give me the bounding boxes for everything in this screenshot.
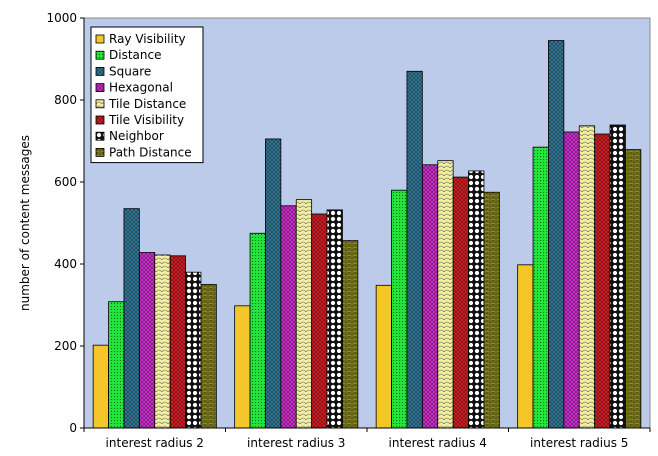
bars-group: [92, 40, 642, 429]
legend-swatch: [95, 34, 105, 44]
bar-hexagonal-4: [563, 131, 580, 429]
bar-square-4: [548, 40, 565, 429]
bar-tile-visibility-1: [169, 255, 186, 429]
bar-square-1: [123, 208, 140, 429]
bar-distance-2: [249, 232, 266, 429]
bar-tile-visibility-4: [594, 133, 611, 429]
bar-hexagonal-2: [280, 205, 297, 429]
legend-box: [90, 26, 204, 164]
legend-label: Tile Visibility: [108, 113, 184, 127]
legend-label: Distance: [109, 48, 161, 62]
bar-tile-distance-3: [437, 160, 454, 429]
bar-tile-visibility-3: [452, 176, 469, 429]
bar-ray-visibility-3: [375, 284, 392, 429]
bar-tile-distance-2: [295, 199, 313, 429]
bar-distance-4: [532, 146, 549, 429]
legend-swatch: [95, 50, 105, 60]
y-axis-title: number of content messages: [18, 135, 32, 311]
bar-ray-visibility-2: [234, 305, 251, 429]
bar-square-2: [265, 138, 282, 429]
bar-path-distance-4: [625, 149, 642, 429]
bar-tile-distance-4: [578, 125, 596, 429]
y-tick-label: 800: [54, 93, 77, 107]
legend-label: Ray Visibility: [109, 32, 186, 46]
y-tick-label: 1000: [46, 11, 77, 25]
bar-ray-visibility-4: [517, 264, 534, 429]
y-tick-label: 200: [54, 339, 77, 353]
y-tick-label: 400: [54, 257, 77, 271]
bar-distance-3: [391, 189, 408, 429]
legend: Ray Visibility Distance Square Hexagonal Til…: [90, 26, 204, 164]
bar-ray-visibility-1: [92, 344, 109, 429]
y-tick-label: 600: [54, 175, 77, 189]
legend-label: Tile Distance: [108, 97, 186, 111]
legend-swatch: [95, 67, 105, 76]
bar-path-distance-1: [200, 284, 217, 429]
x-axis: interest radius 2 interest radius 3 intere…: [83, 427, 651, 450]
bar-tile-distance-1: [154, 254, 171, 429]
bar-square-3: [406, 70, 423, 429]
x-tick-label: interest radius 4: [389, 436, 487, 450]
bar-distance-1: [108, 301, 125, 429]
legend-label: Neighbor: [109, 129, 164, 143]
x-tick-label: interest radius 5: [530, 436, 628, 450]
bar-neighbor-3: [468, 170, 485, 429]
y-axis: 0 200 400 600 800 1000: [46, 11, 85, 435]
legend-swatch: [95, 131, 105, 141]
bar-neighbor-4: [609, 124, 626, 429]
bar-path-distance-3: [483, 191, 500, 429]
bar-hexagonal-3: [421, 164, 439, 429]
legend-label: Path Distance: [109, 145, 192, 159]
legend-label: Square: [109, 64, 151, 78]
y-tick-label: 0: [69, 421, 77, 435]
legend-label: Hexagonal: [109, 81, 173, 95]
legend-swatch: [95, 83, 105, 92]
bar-hexagonal-1: [138, 252, 156, 429]
legend-swatch: [95, 99, 105, 109]
legend-swatch: [95, 147, 105, 157]
bar-tile-visibility-2: [311, 213, 328, 429]
bar-path-distance-2: [342, 240, 359, 429]
x-tick-label: interest radius 2: [106, 436, 204, 450]
x-tick-label: interest radius 3: [247, 436, 345, 450]
bar-neighbor-1: [185, 271, 202, 429]
legend-swatch: [95, 115, 105, 125]
bar-neighbor-2: [326, 209, 343, 429]
